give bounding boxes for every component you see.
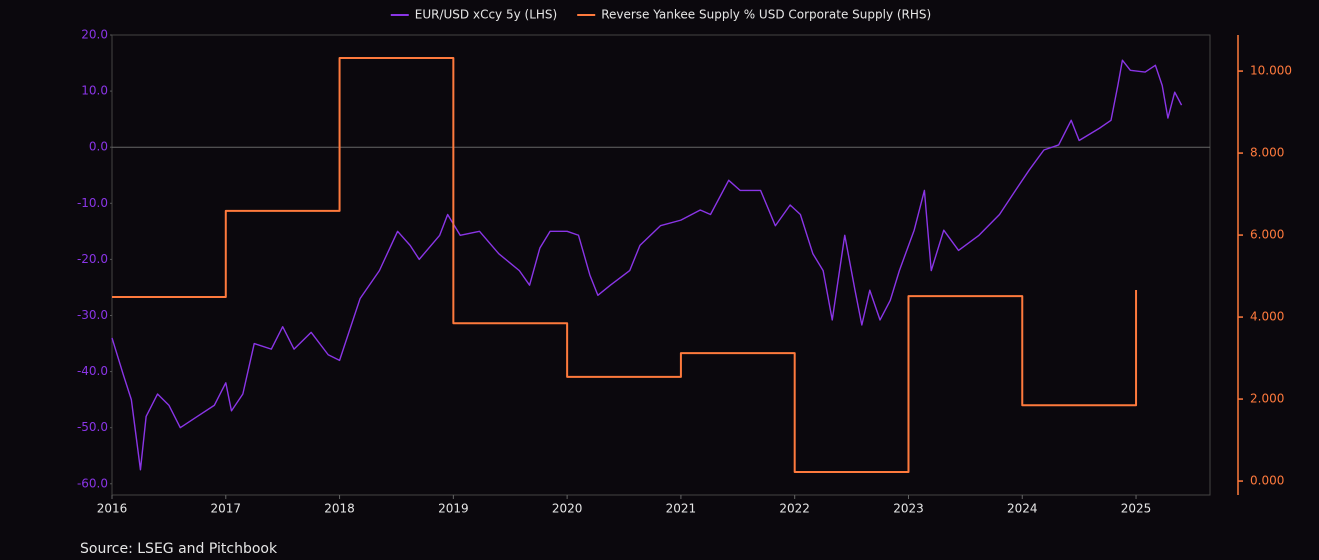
y2-tick-label: 6.000 (1250, 228, 1284, 242)
x-tick-label: 2024 (1007, 502, 1038, 516)
y-tick-label: -60.0 (77, 476, 108, 490)
y2-tick-label: 0.000 (1250, 474, 1284, 488)
x-tick-label: 2025 (1121, 502, 1152, 516)
y2-tick-label: 10.000 (1250, 64, 1292, 78)
y-tick-label: -10.0 (77, 196, 108, 210)
series-line (112, 56, 1138, 474)
y2-tick-label: 4.000 (1250, 310, 1284, 324)
x-tick-label: 2020 (552, 502, 583, 516)
y-tick-label: -40.0 (77, 364, 108, 378)
series-line (111, 59, 1183, 471)
y-tick-label: -20.0 (77, 252, 108, 266)
legend-label: Reverse Yankee Supply % USD Corporate Su… (601, 8, 931, 22)
x-tick-label: 2018 (324, 502, 355, 516)
y-tick-label: 10.0 (81, 84, 108, 98)
plot-frame (111, 34, 1211, 496)
x-tick-label: 2023 (893, 502, 924, 516)
y-tick-label: 20.0 (81, 28, 108, 42)
x-tick-label: 2016 (97, 502, 128, 516)
y2-tick-label: 8.000 (1250, 146, 1284, 160)
x-tick-label: 2021 (666, 502, 697, 516)
y-tick-label: 0.0 (89, 140, 108, 154)
x-tick-label: 2017 (211, 502, 242, 516)
y-tick-label: -50.0 (77, 420, 108, 434)
legend-label: EUR/USD xCcy 5y (LHS) (415, 8, 557, 22)
x-tick-label: 2022 (779, 502, 810, 516)
x-tick-label: 2019 (438, 502, 469, 516)
source-note: Source: LSEG and Pitchbook (80, 541, 278, 557)
y-tick-label: -30.0 (77, 308, 108, 322)
y2-tick-label: 2.000 (1250, 392, 1284, 406)
